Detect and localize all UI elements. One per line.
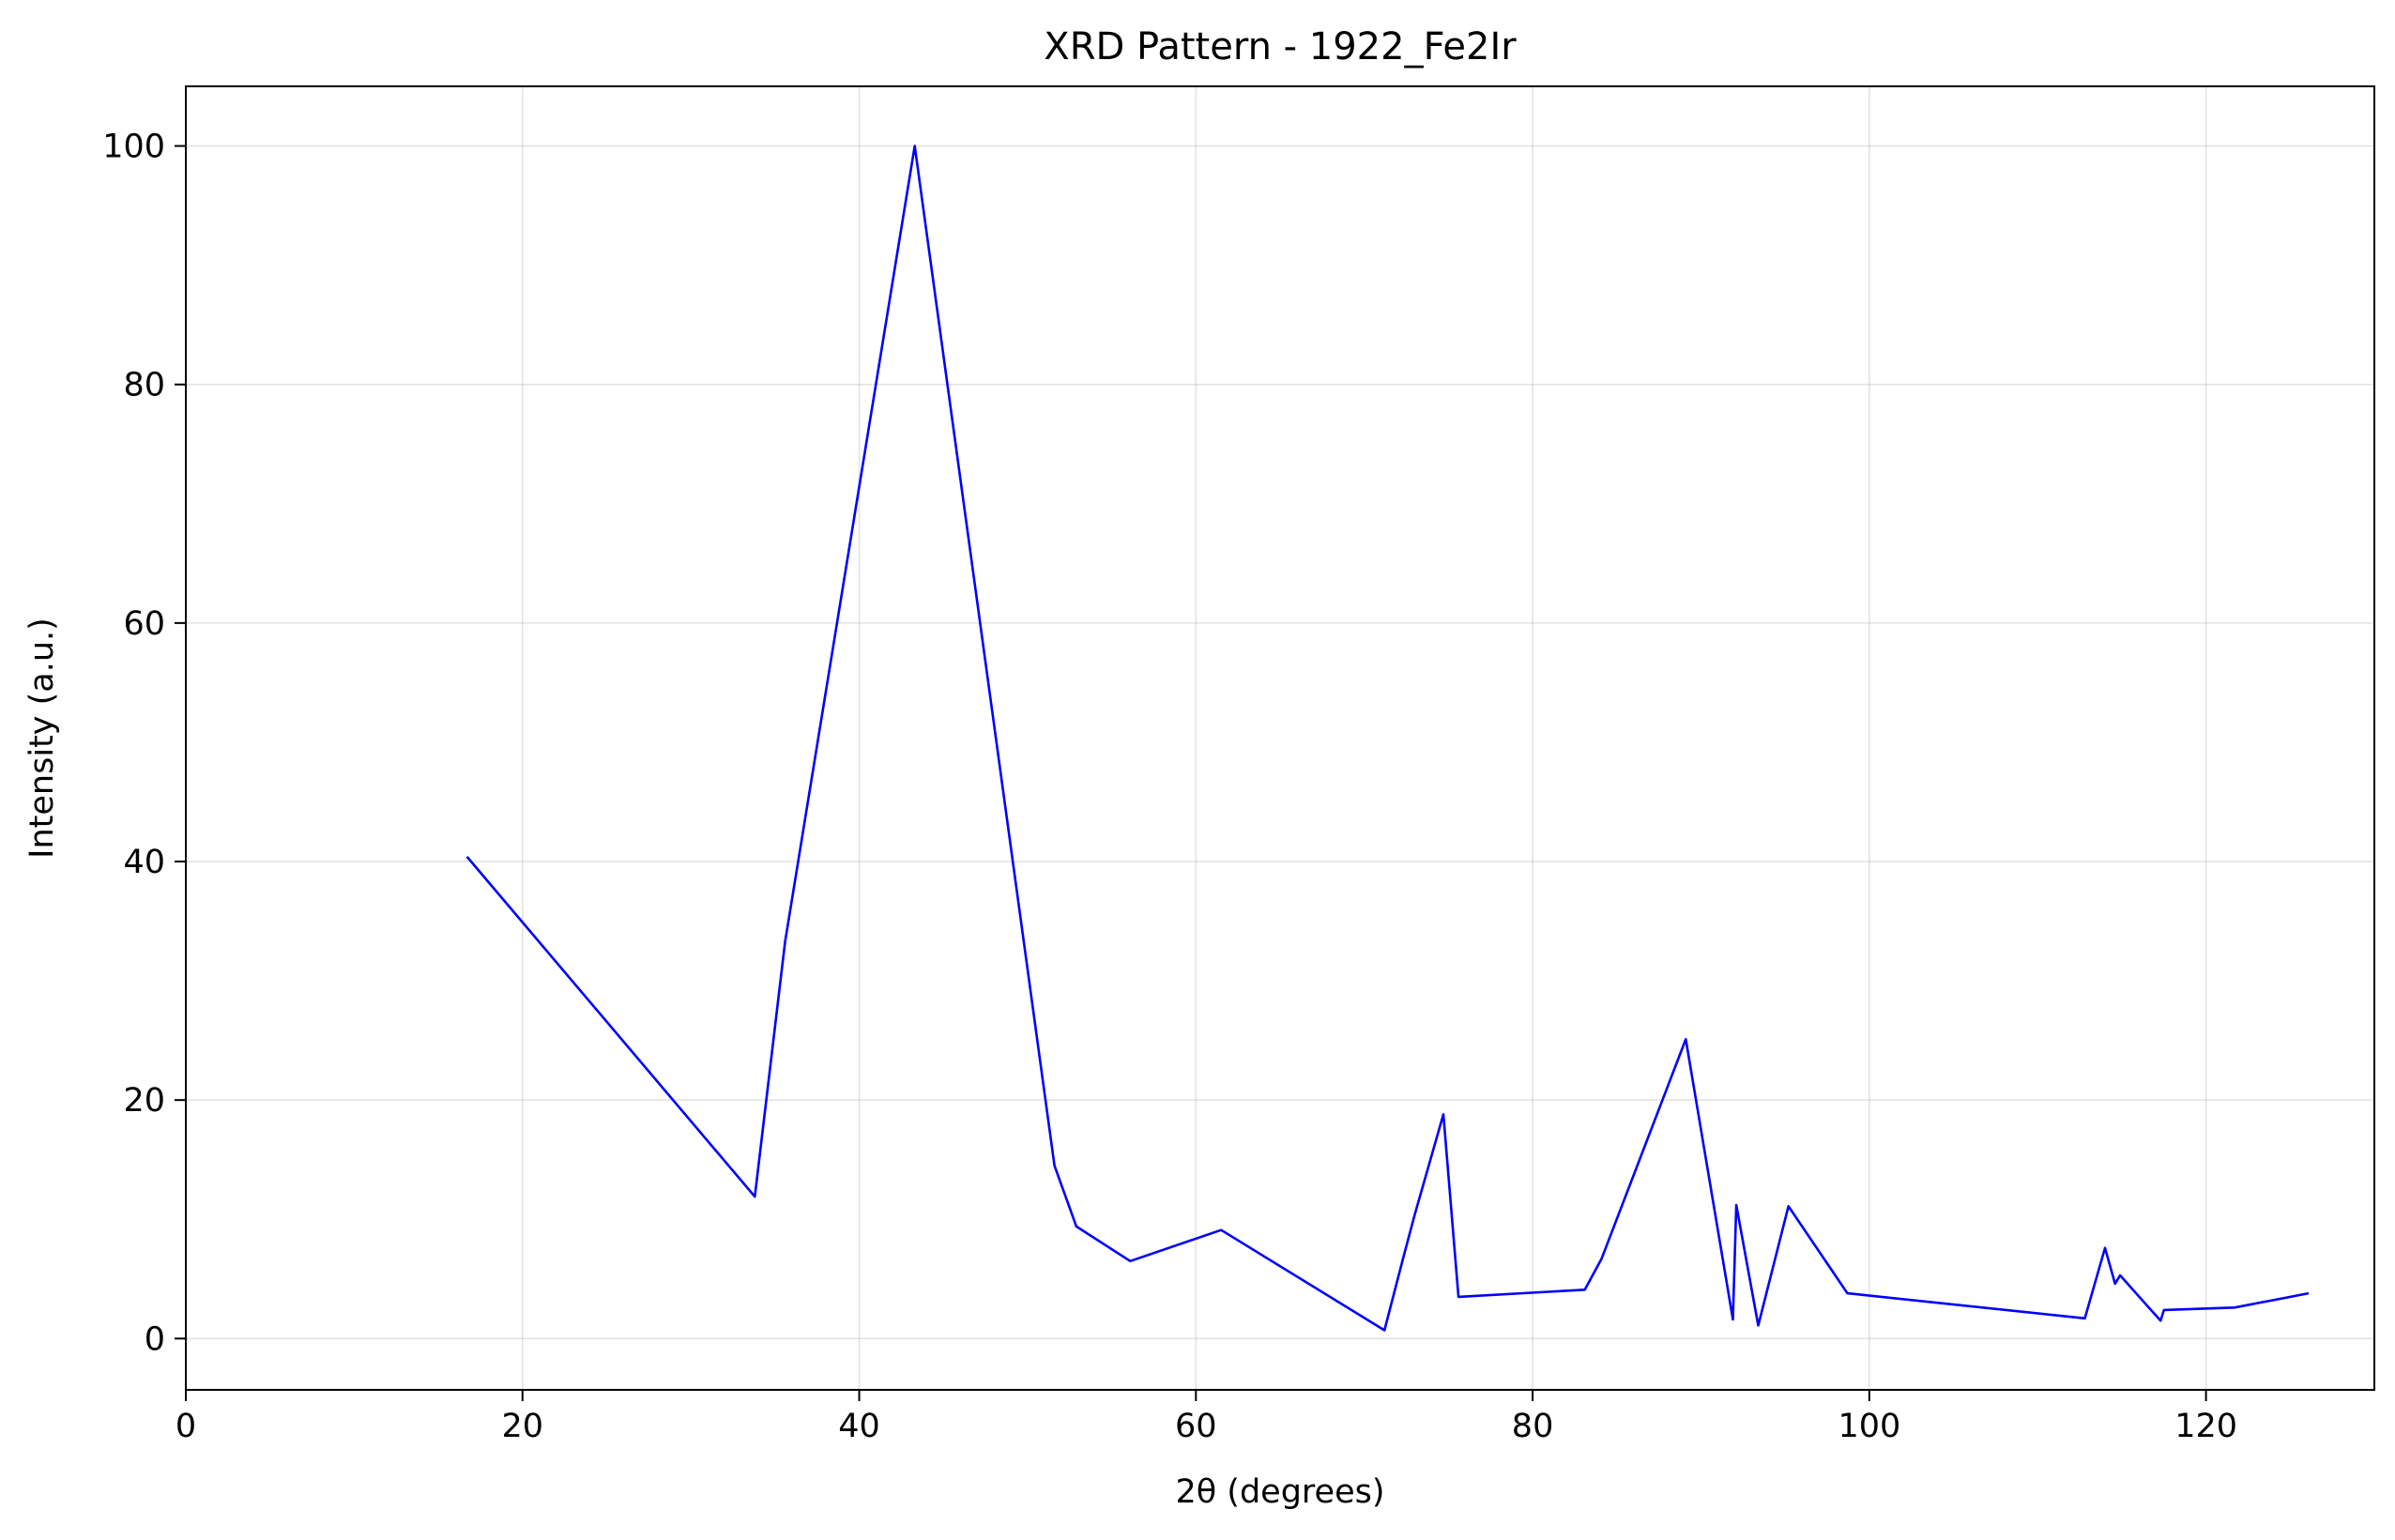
y-tick-label: 100 <box>102 129 165 166</box>
x-tick-label: 0 <box>175 1408 196 1445</box>
chart-title: XRD Pattern - 1922_Fe2Ir <box>1044 25 1517 69</box>
x-tick-label: 120 <box>2174 1408 2237 1445</box>
y-tick-label: 20 <box>123 1082 165 1120</box>
y-axis-label: Intensity (a.u.) <box>23 618 61 859</box>
x-tick-label: 20 <box>501 1408 543 1445</box>
x-tick-label: 80 <box>1512 1408 1554 1445</box>
x-tick-label: 100 <box>1838 1408 1900 1445</box>
y-tick-label: 0 <box>145 1320 165 1358</box>
series-line-0 <box>465 145 2310 1332</box>
y-tick-label: 60 <box>123 605 165 643</box>
x-tick-label: 40 <box>838 1408 880 1445</box>
x-tick-label: 60 <box>1175 1408 1217 1445</box>
axis-ticks: 0 20 40 60 80 100 120 0 20 40 60 80 100 <box>102 129 2237 1445</box>
x-axis-label: 2θ (degrees) <box>1175 1473 1384 1511</box>
y-tick-label: 80 <box>123 367 165 404</box>
y-tick-label: 40 <box>123 844 165 881</box>
grid-lines <box>185 86 2374 1390</box>
plot-area-frame <box>185 85 2375 1391</box>
series-layer <box>465 145 2310 1332</box>
